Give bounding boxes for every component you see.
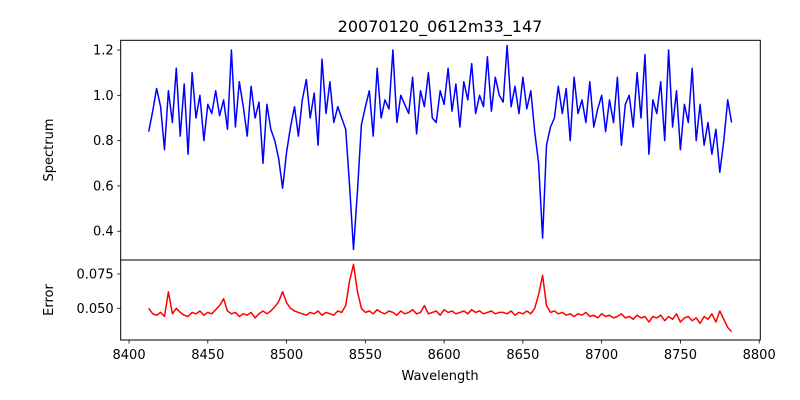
x-tick-label: 8550: [349, 348, 382, 363]
axes-frame: [120, 259, 761, 341]
y-tick-label: 0.050: [76, 302, 113, 317]
y-tick-label: 1.2: [93, 44, 114, 59]
y-axis-label-error: Error: [42, 284, 57, 316]
x-tick-label: 8450: [191, 348, 224, 363]
error-axes: 0.050 0.075 8400 8450 8500 8550 8600 8650 8700 87…: [76, 259, 776, 363]
y-tick-label: 1.0: [93, 89, 114, 104]
y-tick-label: 0.6: [93, 179, 114, 194]
x-tick-label: 8700: [585, 348, 618, 363]
y-tick-label: 0.075: [76, 267, 113, 282]
x-tick-label: 8800: [743, 348, 776, 363]
spectrum-line: [147, 44, 733, 251]
error-line: [148, 263, 733, 333]
x-tick-label: 8650: [506, 348, 539, 363]
x-tick-label: 8400: [113, 348, 146, 363]
x-axis-label: Wavelength: [401, 369, 478, 384]
x-tick-label: 8500: [270, 348, 303, 363]
y-tick-label: 0.8: [93, 134, 114, 149]
y-tick-label: 0.4: [93, 225, 114, 240]
x-tick-label: 8750: [664, 348, 697, 363]
y-axis-label-spectrum: Spectrum: [42, 119, 57, 182]
x-tick-label: 8600: [428, 348, 461, 363]
chart-title: 20070120_0612m33_147: [338, 17, 543, 37]
